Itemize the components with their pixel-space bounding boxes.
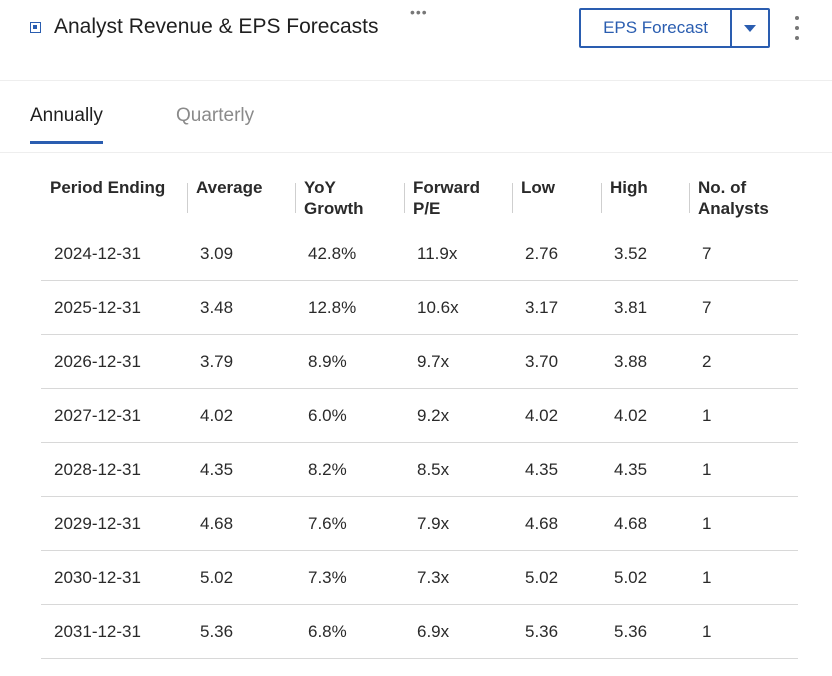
cell-average: 5.02: [187, 550, 295, 605]
cell-period-ending: 2027-12-31: [41, 388, 187, 443]
table-row: 2025-12-31 3.48 12.8% 10.6x 3.17 3.81 7: [41, 280, 798, 335]
period-tabs: Annually Quarterly: [0, 81, 832, 153]
column-header-low[interactable]: Low: [512, 170, 601, 227]
cell-forward-pe: 6.9x: [404, 604, 512, 659]
table-row: 2028-12-31 4.35 8.2% 8.5x 4.35 4.35 1: [41, 442, 798, 497]
cell-no-of-analysts: 1: [689, 388, 798, 443]
cell-period-ending: 2028-12-31: [41, 442, 187, 497]
cell-high: 3.81: [601, 280, 689, 335]
cell-yoy-growth: 6.8%: [295, 604, 404, 659]
cell-no-of-analysts: 1: [689, 550, 798, 605]
cell-yoy-growth: 6.0%: [295, 388, 404, 443]
kebab-menu-icon[interactable]: [789, 16, 805, 40]
table-row: 2024-12-31 3.09 42.8% 11.9x 2.76 3.52 7: [41, 227, 798, 281]
cell-forward-pe: 7.9x: [404, 496, 512, 551]
cell-average: 4.68: [187, 496, 295, 551]
kebab-dot: [795, 26, 799, 30]
cell-forward-pe: 8.5x: [404, 442, 512, 497]
cell-no-of-analysts: 7: [689, 280, 798, 335]
widget-header: Analyst Revenue & EPS Forecasts ••• EPS …: [0, 0, 832, 81]
cell-low: 3.17: [512, 280, 601, 335]
cell-forward-pe: 9.2x: [404, 388, 512, 443]
dropdown-selected-value[interactable]: EPS Forecast: [581, 10, 732, 46]
cell-period-ending: 2030-12-31: [41, 550, 187, 605]
cell-no-of-analysts: 7: [689, 227, 798, 281]
table-body: 2024-12-31 3.09 42.8% 11.9x 2.76 3.52 7 2025-12…: [41, 227, 798, 659]
cell-forward-pe: 7.3x: [404, 550, 512, 605]
chevron-down-icon: [744, 24, 756, 32]
column-header-no-of-analysts[interactable]: No. of Analysts: [689, 170, 798, 227]
widget-icon: [30, 22, 41, 33]
cell-period-ending: 2024-12-31: [41, 227, 187, 281]
dropdown-toggle[interactable]: [732, 10, 768, 46]
cell-yoy-growth: 8.2%: [295, 442, 404, 497]
cell-high: 4.68: [601, 496, 689, 551]
cell-high: 5.36: [601, 604, 689, 659]
widget-title: Analyst Revenue & EPS Forecasts: [54, 15, 379, 38]
cell-period-ending: 2031-12-31: [41, 604, 187, 659]
kebab-dot: [795, 16, 799, 20]
cell-period-ending: 2025-12-31: [41, 280, 187, 335]
cell-yoy-growth: 12.8%: [295, 280, 404, 335]
cell-period-ending: 2029-12-31: [41, 496, 187, 551]
cell-yoy-growth: 7.3%: [295, 550, 404, 605]
table-row: 2031-12-31 5.36 6.8% 6.9x 5.36 5.36 1: [41, 604, 798, 659]
cell-high: 3.52: [601, 227, 689, 281]
cell-yoy-growth: 7.6%: [295, 496, 404, 551]
tab-annually[interactable]: Annually: [30, 105, 103, 144]
forecast-type-dropdown[interactable]: EPS Forecast: [579, 8, 770, 48]
cell-forward-pe: 9.7x: [404, 334, 512, 389]
cell-forward-pe: 11.9x: [404, 227, 512, 281]
cell-low: 5.02: [512, 550, 601, 605]
column-header-high[interactable]: High: [601, 170, 689, 227]
cell-average: 4.35: [187, 442, 295, 497]
cell-low: 5.36: [512, 604, 601, 659]
cell-yoy-growth: 42.8%: [295, 227, 404, 281]
cell-high: 4.35: [601, 442, 689, 497]
cell-average: 3.48: [187, 280, 295, 335]
cell-average: 3.79: [187, 334, 295, 389]
cell-high: 3.88: [601, 334, 689, 389]
table-row: 2027-12-31 4.02 6.0% 9.2x 4.02 4.02 1: [41, 388, 798, 443]
table-row: 2030-12-31 5.02 7.3% 7.3x 5.02 5.02 1: [41, 550, 798, 605]
more-options-icon[interactable]: •••: [410, 4, 428, 20]
kebab-dot: [795, 36, 799, 40]
cell-no-of-analysts: 2: [689, 334, 798, 389]
column-header-average[interactable]: Average: [187, 170, 295, 227]
forecast-table: Period Ending Average YoY Growth Forward…: [41, 170, 798, 659]
cell-yoy-growth: 8.9%: [295, 334, 404, 389]
cell-low: 4.35: [512, 442, 601, 497]
table-row: 2026-12-31 3.79 8.9% 9.7x 3.70 3.88 2: [41, 334, 798, 389]
cell-low: 4.02: [512, 388, 601, 443]
cell-average: 5.36: [187, 604, 295, 659]
cell-average: 3.09: [187, 227, 295, 281]
cell-period-ending: 2026-12-31: [41, 334, 187, 389]
table-row: 2029-12-31 4.68 7.6% 7.9x 4.68 4.68 1: [41, 496, 798, 551]
column-header-forward-pe[interactable]: Forward P/E: [404, 170, 512, 227]
table-header-row: Period Ending Average YoY Growth Forward…: [41, 170, 798, 227]
cell-forward-pe: 10.6x: [404, 280, 512, 335]
cell-no-of-analysts: 1: [689, 496, 798, 551]
cell-low: 2.76: [512, 227, 601, 281]
cell-high: 5.02: [601, 550, 689, 605]
cell-no-of-analysts: 1: [689, 604, 798, 659]
cell-high: 4.02: [601, 388, 689, 443]
column-header-period-ending[interactable]: Period Ending: [50, 178, 166, 197]
cell-low: 4.68: [512, 496, 601, 551]
tab-quarterly[interactable]: Quarterly: [176, 105, 255, 126]
column-header-yoy-growth[interactable]: YoY Growth: [295, 170, 404, 227]
cell-average: 4.02: [187, 388, 295, 443]
cell-low: 3.70: [512, 334, 601, 389]
cell-no-of-analysts: 1: [689, 442, 798, 497]
